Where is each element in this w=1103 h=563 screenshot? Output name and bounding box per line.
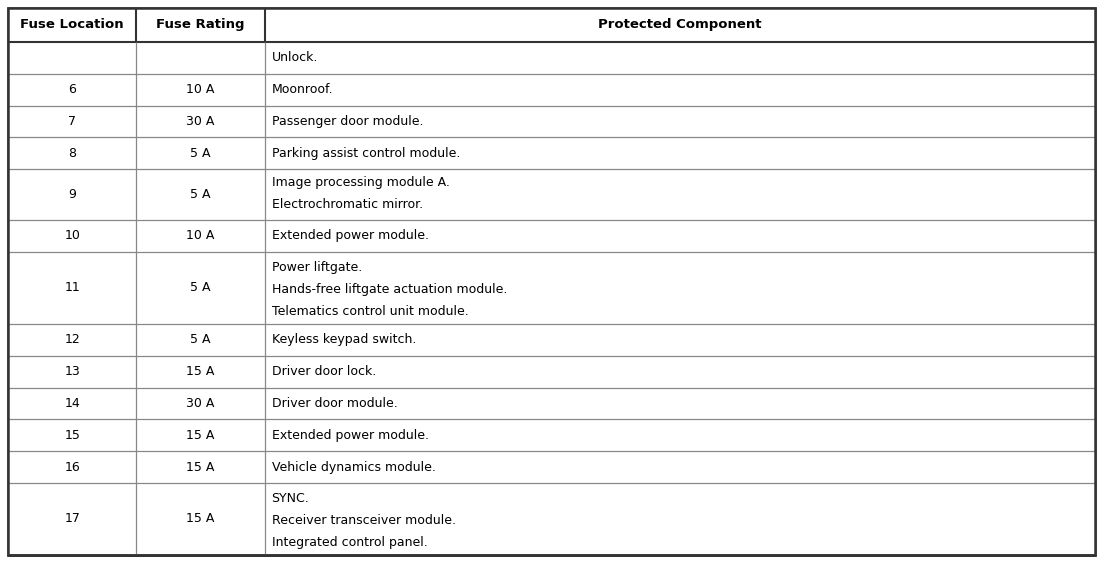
Text: 12: 12: [64, 333, 81, 346]
Text: Extended power module.: Extended power module.: [271, 229, 429, 243]
Text: Unlock.: Unlock.: [271, 51, 318, 64]
Bar: [8, 483, 1095, 555]
Text: 8: 8: [68, 147, 76, 160]
Text: 5 A: 5 A: [190, 147, 211, 160]
Text: Moonroof.: Moonroof.: [271, 83, 333, 96]
Text: Integrated control panel.: Integrated control panel.: [271, 536, 427, 549]
Text: 5 A: 5 A: [190, 333, 211, 346]
Text: 10 A: 10 A: [186, 83, 215, 96]
Bar: [8, 387, 1095, 419]
Text: Image processing module A.: Image processing module A.: [271, 176, 449, 189]
Bar: [8, 356, 1095, 387]
Text: 15 A: 15 A: [186, 512, 215, 525]
Text: 6: 6: [68, 83, 76, 96]
Bar: [8, 252, 1095, 324]
Text: 5 A: 5 A: [190, 282, 211, 294]
Bar: [8, 74, 1095, 105]
Bar: [8, 8, 1095, 42]
Text: Fuse Rating: Fuse Rating: [157, 19, 245, 32]
Text: 15 A: 15 A: [186, 365, 215, 378]
Bar: [8, 42, 1095, 74]
Text: 13: 13: [64, 365, 81, 378]
Text: 15 A: 15 A: [186, 461, 215, 473]
Text: 17: 17: [64, 512, 81, 525]
Text: 9: 9: [68, 188, 76, 201]
Text: Protected Component: Protected Component: [598, 19, 761, 32]
Bar: [8, 324, 1095, 356]
Text: 7: 7: [68, 115, 76, 128]
Bar: [8, 451, 1095, 483]
Text: Driver door lock.: Driver door lock.: [271, 365, 376, 378]
Text: 30 A: 30 A: [186, 115, 215, 128]
Text: Passenger door module.: Passenger door module.: [271, 115, 424, 128]
Bar: [8, 169, 1095, 220]
Text: Vehicle dynamics module.: Vehicle dynamics module.: [271, 461, 436, 473]
Text: Keyless keypad switch.: Keyless keypad switch.: [271, 333, 416, 346]
Text: 15: 15: [64, 428, 81, 442]
Bar: [8, 137, 1095, 169]
Text: 10: 10: [64, 229, 81, 243]
Text: SYNC.: SYNC.: [271, 492, 309, 505]
Text: 10 A: 10 A: [186, 229, 215, 243]
Text: 5 A: 5 A: [190, 188, 211, 201]
Text: Extended power module.: Extended power module.: [271, 428, 429, 442]
Text: Hands-free liftgate actuation module.: Hands-free liftgate actuation module.: [271, 283, 507, 296]
Bar: [8, 419, 1095, 451]
Text: Power liftgate.: Power liftgate.: [271, 261, 362, 274]
Text: Fuse Location: Fuse Location: [20, 19, 124, 32]
Text: 16: 16: [64, 461, 81, 473]
Text: Parking assist control module.: Parking assist control module.: [271, 147, 460, 160]
Text: Electrochromatic mirror.: Electrochromatic mirror.: [271, 198, 422, 211]
Text: Driver door module.: Driver door module.: [271, 397, 397, 410]
Text: 14: 14: [64, 397, 81, 410]
Text: 11: 11: [64, 282, 81, 294]
Text: 30 A: 30 A: [186, 397, 215, 410]
Bar: [8, 105, 1095, 137]
Bar: [8, 220, 1095, 252]
Text: Telematics control unit module.: Telematics control unit module.: [271, 305, 469, 318]
Text: Receiver transceiver module.: Receiver transceiver module.: [271, 514, 456, 527]
Text: 15 A: 15 A: [186, 428, 215, 442]
